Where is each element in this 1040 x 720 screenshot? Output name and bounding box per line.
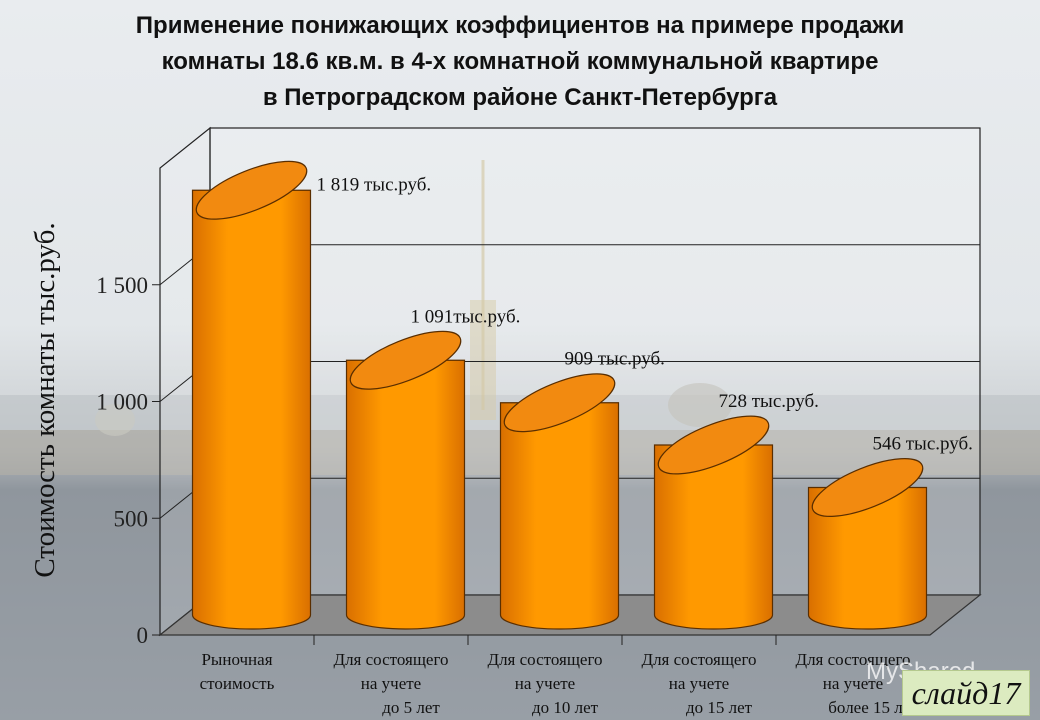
bar-top-cap <box>503 373 616 433</box>
y-axis-ticks: 0 500 1 000 1 500 <box>96 273 160 648</box>
bar-body <box>653 444 774 630</box>
x-category-label: до 10 лет <box>532 698 599 717</box>
bar <box>345 330 466 630</box>
chart-data-labels: 1 819 тыс.руб. 1 091тыс.руб. 909 тыс.руб. 7… <box>317 174 973 454</box>
bar-top-cap <box>657 415 770 475</box>
data-label: 1 091тыс.руб. <box>411 306 521 327</box>
x-category-label: Для состоящего <box>487 650 602 669</box>
y-tick-label: 1 000 <box>96 390 148 415</box>
bar-body <box>499 402 620 630</box>
bar-top-cap <box>195 160 308 220</box>
bar-top-cap <box>811 458 924 517</box>
x-category-label: Для состоящего <box>333 650 448 669</box>
y-tick-label: 500 <box>114 506 149 531</box>
y-tick-label: 0 <box>137 623 149 648</box>
title-line-1: Применение понижающих коэффициентов на п… <box>135 12 905 39</box>
x-category-label: стоимость <box>200 674 275 693</box>
slide-number-badge: слайд17 <box>902 670 1030 716</box>
bar-body <box>807 486 928 630</box>
x-category-label: до 5 лет <box>382 698 440 717</box>
x-axis-categories: Рыночная стоимость Для состоящего на учете д… <box>200 635 918 717</box>
x-category-label: на учете <box>515 674 575 693</box>
data-label: 728 тыс.руб. <box>719 391 819 412</box>
data-label: 1 819 тыс.руб. <box>317 174 432 195</box>
chart-bars <box>191 160 928 630</box>
bar <box>499 373 620 630</box>
slide-title: Применение понижающих коэффициентов на п… <box>0 8 1040 116</box>
bar <box>807 458 928 630</box>
x-category-label: на учете <box>669 674 729 693</box>
x-category-label: Для состоящего <box>641 650 756 669</box>
bar-top-cap <box>349 330 462 390</box>
title-line-2: комнаты 18.6 кв.м. в 4-х комнатной комму… <box>161 48 879 75</box>
x-category-label: на учете <box>823 674 883 693</box>
bar <box>191 160 312 630</box>
x-category-label: на учете <box>361 674 421 693</box>
x-category-label: Для состоящего <box>795 650 910 669</box>
y-axis-label: Стоимость комнаты тыс.руб. <box>29 222 61 577</box>
data-label: 909 тыс.руб. <box>565 349 665 370</box>
x-category-label: до 15 лет <box>686 698 753 717</box>
x-category-label: Рыночная <box>201 650 272 669</box>
y-tick-label: 1 500 <box>96 273 148 298</box>
title-line-3: в Петроградском районе Санкт-Петербурга <box>262 84 778 111</box>
data-label: 546 тыс.руб. <box>873 434 973 455</box>
bar-body <box>345 359 466 630</box>
x-category-label: более 15 лет <box>828 698 918 717</box>
bar-body <box>191 189 312 630</box>
bar <box>653 415 774 630</box>
